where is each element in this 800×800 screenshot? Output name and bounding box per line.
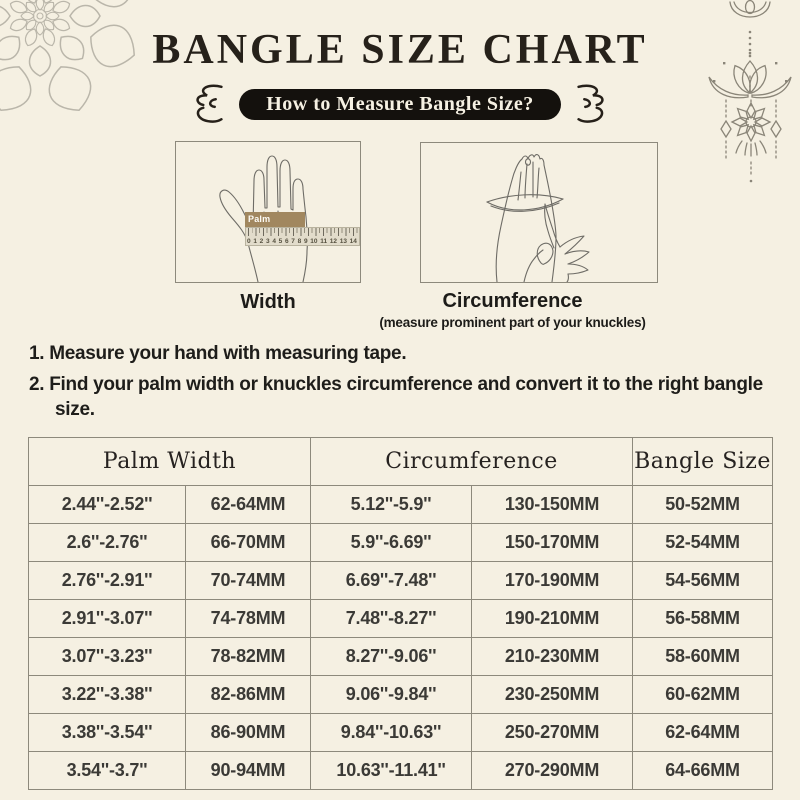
ruler-number: 2 — [259, 237, 264, 245]
table-cell: 74-78MM — [185, 599, 311, 638]
circumference-caption: Circumference (measure prominent part of… — [340, 290, 685, 334]
table-cell: 3.22''-3.38'' — [28, 675, 186, 714]
table-row: 2.44''-2.52'' 62-64MM 5.12''-5.9'' 130-150M… — [28, 485, 774, 524]
table-cell: 7.48''-8.27'' — [310, 599, 472, 638]
table-cell: 9.06''-9.84'' — [310, 675, 472, 714]
instruction-item-1: 1. Measure your hand with measuring tape… — [29, 341, 770, 366]
table-cell: 6.69''-7.48'' — [310, 561, 472, 600]
how-to-measure-badge: How to Measure Bangle Size? — [239, 88, 561, 120]
instruction-text: Find your palm width or knuckles circumf… — [49, 374, 763, 420]
instruction-item-2: 2. Find your palm width or knuckles circ… — [29, 372, 770, 422]
ruler-number: 14 — [349, 237, 357, 245]
table-cell: 5.12''-5.9'' — [310, 485, 472, 524]
flourish-left-icon — [196, 84, 223, 123]
table-cell: 70-74MM — [185, 561, 311, 600]
page-title: BANGLE SIZE CHART — [152, 27, 648, 73]
table-cell: 62-64MM — [185, 485, 311, 524]
ruler-number: 12 — [329, 237, 338, 245]
table-cell: 2.91''-3.07'' — [28, 599, 186, 638]
table-cell: 8.27''-9.06'' — [310, 637, 472, 676]
table-row: 2.76''-2.91'' 70-74MM 6.69''-7.48'' 170-190… — [28, 561, 774, 600]
table-row: 3.22''-3.38'' 82-86MM 9.06''-9.84'' 230-250… — [28, 675, 774, 714]
table-cell: 64-66MM — [632, 751, 774, 790]
ruler-number: 5 — [278, 237, 283, 245]
table-cell: 60-62MM — [632, 675, 774, 714]
flourish-right-icon — [577, 84, 604, 123]
table-cell: 3.07''-3.23'' — [28, 637, 186, 676]
table-cell: 66-70MM — [185, 523, 311, 562]
ruler-number: 11 — [320, 237, 328, 245]
table-cell: 3.54''-3.7'' — [28, 751, 186, 790]
size-table: Palm Width Circumference Bangle Size 2.4… — [28, 437, 774, 790]
width-caption: Width — [240, 291, 296, 313]
circumference-caption-label: Circumference — [442, 290, 583, 312]
ruler-number: 0 — [247, 237, 251, 245]
size-table-head: Palm Width Circumference Bangle Size — [28, 437, 774, 486]
table-cell: 52-54MM — [632, 523, 774, 562]
circumference-diagram — [420, 142, 658, 283]
table-cell: 10.63''-11.41'' — [310, 751, 472, 790]
ruler-number: 9 — [303, 237, 308, 245]
table-row: 3.54''-3.7'' 90-94MM 10.63''-11.41'' 270-29… — [28, 751, 774, 790]
instruction-number: 1. — [29, 343, 45, 364]
ruler-number: 1 — [253, 237, 257, 245]
table-row: 2.91''-3.07'' 74-78MM 7.48''-8.27'' 190-210… — [28, 599, 774, 638]
table-row: 3.38''-3.54'' 86-90MM 9.84''-10.63'' 250-27… — [28, 713, 774, 752]
instructions-list: 1. Measure your hand with measuring tape… — [29, 341, 770, 428]
table-cell: 5.9''-6.69'' — [310, 523, 472, 562]
hands-circumference-icon — [486, 154, 590, 282]
table-cell: 170-190MM — [470, 561, 634, 600]
table-cell: 78-82MM — [185, 637, 311, 676]
ruler-number: 4 — [272, 237, 276, 245]
table-cell: 86-90MM — [185, 713, 311, 752]
table-cell: 190-210MM — [470, 599, 634, 638]
table-cell: 210-230MM — [470, 637, 634, 676]
table-cell: 150-170MM — [470, 523, 634, 562]
table-cell: 3.38''-3.54'' — [28, 713, 186, 752]
table-header-palm-width: Palm Width — [28, 437, 311, 486]
ruler-number: 6 — [284, 237, 289, 245]
ruler-number: 3 — [265, 237, 270, 245]
table-cell: 90-94MM — [185, 751, 311, 790]
table-cell: 2.44''-2.52'' — [28, 485, 186, 524]
table-cell: 56-58MM — [632, 599, 774, 638]
palm-breadth-label: Palm Breadth — [245, 212, 305, 239]
table-cell: 54-56MM — [632, 561, 774, 600]
table-cell: 58-60MM — [632, 637, 774, 676]
ruler-number: 8 — [297, 237, 302, 245]
measuring-ruler: 0 1 2 3 4 5 6 7 8 9 10 11 12 13 14 — [245, 227, 360, 246]
mandala-decoration-icon — [0, 0, 136, 112]
table-cell: 82-86MM — [185, 675, 311, 714]
table-header-bangle-size: Bangle Size — [632, 437, 774, 486]
badge-row: How to Measure Bangle Size? — [0, 84, 800, 124]
table-cell: 2.6''-2.76'' — [28, 523, 186, 562]
table-row: 2.6''-2.76'' 66-70MM 5.9''-6.69'' 150-170MM… — [28, 523, 774, 562]
table-row: 3.07''-3.23'' 78-82MM 8.27''-9.06'' 210-230… — [28, 637, 774, 676]
ruler-number: 7 — [291, 237, 295, 245]
table-cell: 130-150MM — [470, 485, 634, 524]
ruler-number: 10 — [310, 237, 318, 245]
table-cell: 62-64MM — [632, 713, 774, 752]
table-cell: 2.76''-2.91'' — [28, 561, 186, 600]
circumference-note: (measure prominent part of your knuckles… — [379, 315, 646, 330]
ruler-numbers: 0 1 2 3 4 5 6 7 8 9 10 11 12 13 14 — [247, 238, 357, 245]
table-cell: 230-250MM — [470, 675, 634, 714]
table-cell: 270-290MM — [470, 751, 634, 790]
table-header-row: Palm Width Circumference Bangle Size — [28, 437, 774, 486]
table-cell: 250-270MM — [470, 713, 634, 752]
instruction-text: Measure your hand with measuring tape. — [49, 343, 407, 364]
instruction-number: 2. — [29, 374, 45, 395]
lotus-pendant-icon — [708, 0, 792, 183]
ruler-number: 13 — [339, 237, 347, 245]
table-cell: 50-52MM — [632, 485, 774, 524]
size-table-body: 2.44''-2.52'' 62-64MM 5.12''-5.9'' 130-150M… — [28, 485, 774, 790]
table-header-circumference: Circumference — [309, 437, 634, 486]
table-cell: 9.84''-10.63'' — [310, 713, 472, 752]
